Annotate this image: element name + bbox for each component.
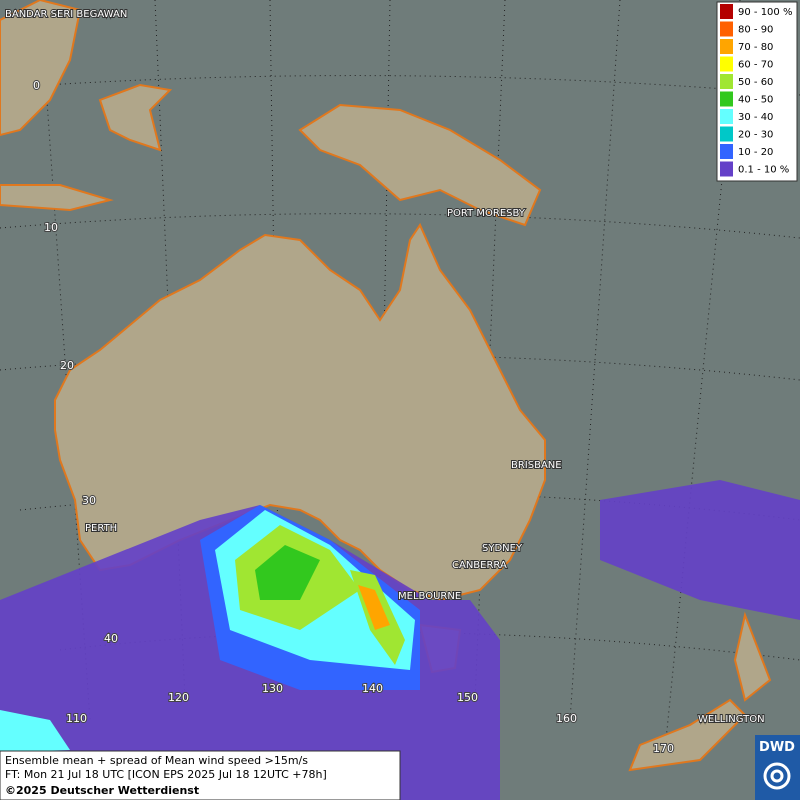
wind-area	[600, 480, 800, 620]
lon-label: 160	[556, 712, 577, 725]
legend-label: 50 - 60	[738, 77, 773, 88]
legend-label: 10 - 20	[738, 147, 773, 158]
sulawesi	[98, 83, 173, 152]
legend-swatch	[720, 109, 733, 124]
nz-north	[733, 611, 772, 702]
wind-area	[255, 545, 320, 600]
legend-label: 0.1 - 10 %	[738, 165, 789, 176]
lat-label: 30	[82, 494, 96, 507]
place-label: BRISBANE	[511, 460, 562, 471]
place-label: SYDNEY	[482, 543, 523, 554]
lon-label: 130	[262, 682, 283, 695]
place-label: CANBERRA	[452, 560, 507, 571]
footer	[0, 750, 401, 800]
legend-swatch	[720, 56, 733, 72]
place-label: PORT MORESBY	[447, 208, 526, 219]
lat-label: 20	[60, 359, 74, 372]
lat-label: 10	[44, 221, 58, 234]
lat-label: 40	[104, 632, 118, 645]
lon-label: 120	[168, 691, 189, 704]
legend-label: 70 - 80	[738, 42, 773, 53]
footer-line: ©2025 Deutscher Wetterdienst	[5, 784, 199, 797]
legend-label: 90 - 100 %	[738, 7, 792, 18]
legend-swatch	[720, 144, 733, 159]
nz-south	[628, 698, 747, 772]
legend-label: 20 - 30	[738, 130, 773, 141]
place-label: PERTH	[85, 523, 117, 534]
wind-field	[0, 480, 800, 800]
legend-swatch	[720, 126, 733, 142]
footer-line: Ensemble mean + spread of Mean wind spee…	[5, 754, 308, 767]
graticule	[0, 75, 800, 96]
graticule	[569, 0, 621, 721]
place-label: WELLINGTON	[698, 714, 765, 725]
logo-text: DWD	[759, 740, 795, 755]
place-label: MELBOURNE	[398, 591, 461, 602]
graticule	[0, 213, 800, 239]
legend-swatch	[720, 39, 733, 54]
lat-label: 0	[33, 79, 40, 92]
footer-line: FT: Mon 21 Jul 18 UTC [ICON EPS 2025 Jul…	[5, 768, 327, 781]
legend-label: 60 - 70	[738, 60, 773, 71]
graticule	[39, 0, 91, 721]
lon-label: 170	[653, 742, 674, 755]
lon-label: 150	[457, 691, 478, 704]
legend-label: 40 - 50	[738, 95, 773, 106]
wind-area	[358, 585, 390, 630]
legend-swatch	[720, 4, 733, 19]
legend-swatch	[720, 74, 733, 89]
java	[0, 184, 114, 212]
place-label: BANDAR SERI BEGAWAN	[5, 9, 127, 20]
legend-swatch	[720, 91, 733, 107]
legend-label: 30 - 40	[738, 112, 773, 123]
lon-label: 110	[66, 712, 87, 725]
legend-label: 80 - 90	[738, 25, 773, 36]
legend-swatch	[720, 161, 733, 177]
legend-swatch	[720, 21, 733, 37]
new-guinea	[298, 103, 542, 227]
logo-icon	[770, 769, 784, 783]
logo-icon	[763, 762, 791, 790]
lon-label: 140	[362, 682, 383, 695]
wind-area	[0, 710, 70, 752]
borneo	[0, 0, 82, 137]
